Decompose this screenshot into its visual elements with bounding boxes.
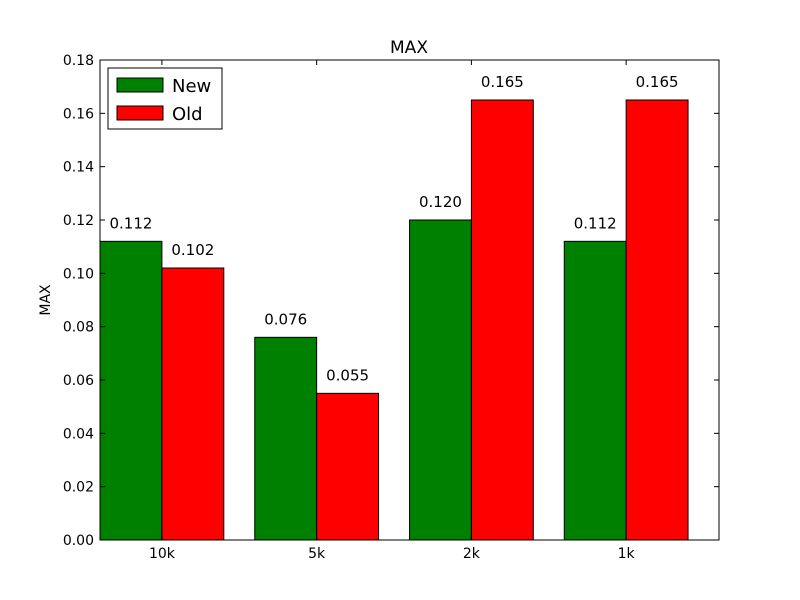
bar-old-2k [470, 99, 534, 541]
bar-value-label: 0.076 [264, 310, 307, 328]
bar-new-1k [563, 240, 627, 541]
y-tick-label: 0.08 [63, 320, 94, 336]
legend-label-new: New [172, 76, 211, 97]
y-tick-label: 0.14 [63, 160, 94, 176]
legend-swatch-new [116, 77, 164, 93]
bar-old-1k [625, 99, 689, 541]
chart-title: MAX [390, 38, 428, 58]
bar-value-label: 0.120 [419, 193, 462, 211]
legend: New Old [107, 67, 223, 130]
y-tick-label: 0.10 [63, 266, 94, 282]
y-tick-label: 0.18 [63, 53, 94, 69]
bar-old-5k [316, 392, 380, 541]
y-tick-label: 0.04 [63, 426, 94, 442]
x-tick-label: 10k [149, 546, 176, 562]
bar-new-2k [409, 219, 472, 541]
bar-new-10k [99, 240, 163, 541]
bar-value-label: 0.055 [326, 366, 369, 384]
bar-value-label: 0.165 [481, 73, 524, 91]
bar-value-label: 0.165 [636, 73, 679, 91]
y-tick-label: 0.02 [63, 480, 94, 496]
axes-frame [99, 59, 720, 541]
bar-value-label: 0.112 [574, 214, 617, 232]
bar-value-label: 0.112 [109, 214, 152, 232]
y-tick-label: 0.16 [63, 106, 94, 122]
x-tick-label: 2k [463, 546, 481, 562]
legend-swatch-old [116, 105, 164, 121]
bar-value-label: 0.102 [171, 241, 214, 259]
legend-label-old: Old [172, 104, 203, 125]
bar-old-10k [161, 267, 225, 541]
y-axis-label: MAX [38, 284, 54, 316]
bar-new-5k [254, 336, 318, 541]
x-tick-label: 5k [308, 546, 326, 562]
x-tick-label: 1k [618, 546, 636, 562]
y-tick-label: 0.06 [63, 373, 94, 389]
y-tick-label: 0.00 [63, 533, 94, 549]
y-tick-label: 0.12 [63, 213, 94, 229]
